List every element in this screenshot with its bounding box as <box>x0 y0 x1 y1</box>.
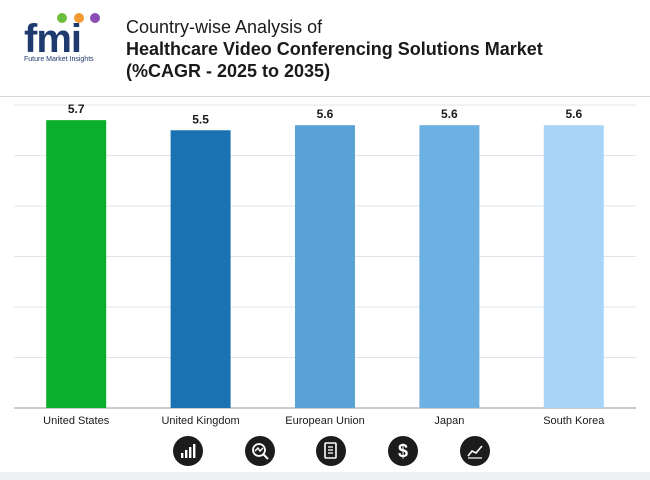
title-line-3: (%CAGR - 2025 to 2035) <box>126 61 331 81</box>
data-label: 5.7 <box>68 102 85 116</box>
fmi-logo: fmi <box>24 13 100 61</box>
x-tick-label: United Kingdom <box>161 415 239 427</box>
brand-wordmark: fmi <box>24 17 81 61</box>
magnifier-trend-icon <box>245 436 275 466</box>
footer-icon-row: $ <box>0 432 650 472</box>
data-label: 5.6 <box>565 107 582 121</box>
dollar-icon: $ <box>388 436 418 466</box>
brand-subtitle: Future Market Insights <box>24 56 94 63</box>
title-line-1: Country-wise Analysis of <box>126 17 323 37</box>
bar-japan <box>419 125 480 408</box>
svg-text:$: $ <box>398 441 408 461</box>
bar-south-korea <box>543 125 604 408</box>
logo-dot-purple <box>90 13 100 23</box>
logo-dot-green <box>57 13 67 23</box>
bottom-band <box>0 472 650 480</box>
data-label: 5.5 <box>192 112 209 126</box>
chart-title: Country-wise Analysis of Healthcare Vide… <box>126 16 636 82</box>
data-label: 5.6 <box>317 107 334 121</box>
header: fmi Future Market Insights Country-wise … <box>0 0 650 96</box>
bar-european-union <box>295 125 355 408</box>
x-tick-label: European Union <box>285 415 365 427</box>
bar-united-kingdom <box>170 130 231 408</box>
header-divider <box>0 96 650 97</box>
bar-united-states <box>46 120 107 409</box>
bar-chart: 5.7 United States 5.5 United Kingdom 5.6 Euro… <box>14 102 636 427</box>
line-trend-icon <box>460 436 490 466</box>
x-tick-label: United States <box>43 415 110 427</box>
x-tick-label: South Korea <box>543 415 605 427</box>
logo-dot-orange <box>74 13 84 23</box>
title-line-2: Healthcare Video Conferencing Solutions … <box>126 39 543 59</box>
bar-chart-icon <box>173 436 203 466</box>
document-icon <box>316 436 346 466</box>
x-tick-label: Japan <box>434 415 464 427</box>
data-label: 5.6 <box>441 107 458 121</box>
